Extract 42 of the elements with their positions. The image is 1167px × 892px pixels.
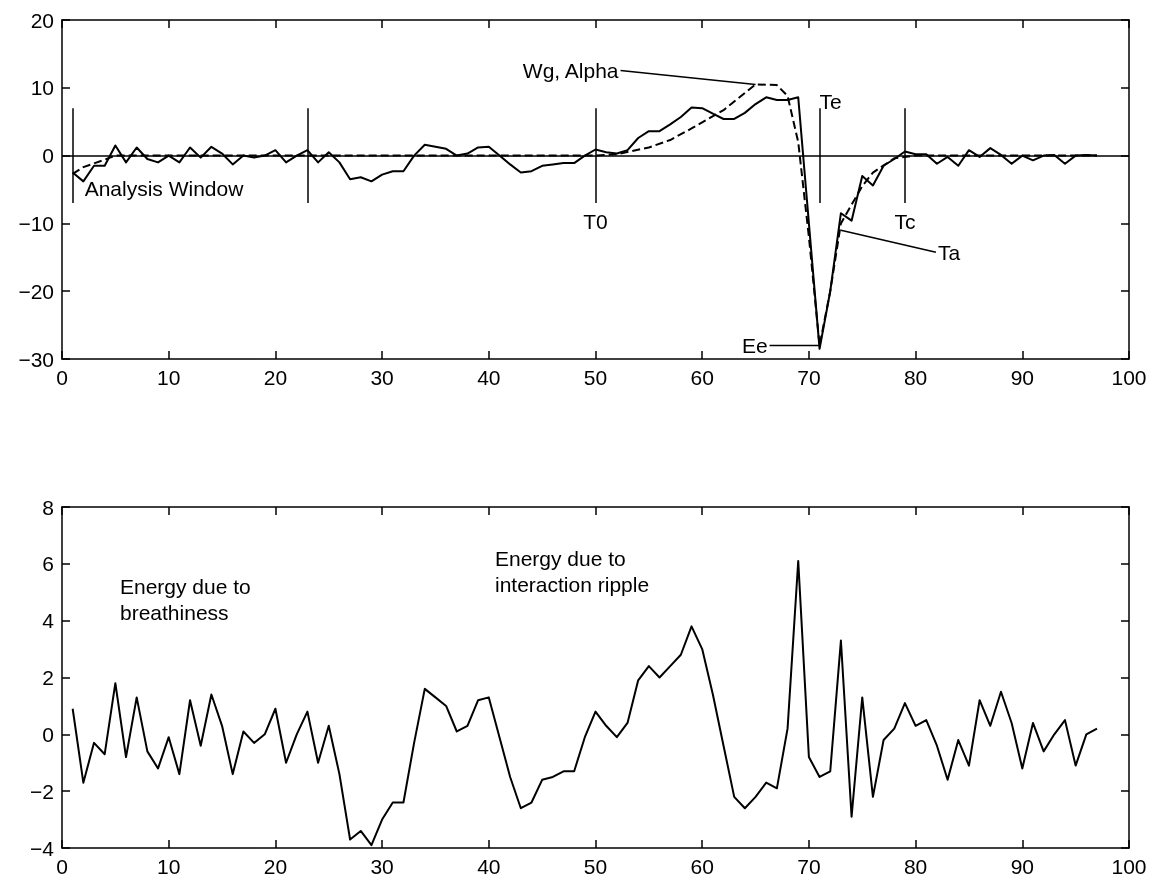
y-tick-label: −10 [18, 211, 54, 235]
y-tick-label: 20 [30, 8, 54, 32]
x-tick-label: 30 [370, 855, 394, 878]
x-tick-label: 100 [1111, 366, 1147, 389]
x-tick-label: 60 [690, 855, 714, 878]
x-tick-label: 80 [903, 855, 928, 878]
y-tick-label: −4 [30, 836, 55, 860]
x-tick-label: 70 [797, 366, 821, 389]
ref-line-label: Te [819, 90, 842, 114]
y-tick-label: 10 [30, 76, 54, 100]
x-tick-label: 10 [157, 366, 181, 389]
y-tick-label: −20 [18, 279, 54, 303]
x-tick-label: 70 [797, 855, 821, 878]
x-tick-label: 30 [370, 366, 394, 389]
annotation: Ee [741, 333, 768, 357]
annotation: Energy due to interaction ripple [495, 546, 650, 596]
x-tick-label: 60 [690, 366, 714, 389]
y-tick-label: 0 [42, 144, 54, 168]
y-tick-label: 6 [42, 552, 54, 576]
y-tick-label: −30 [18, 347, 54, 371]
x-tick-label: 40 [477, 855, 501, 878]
x-tick-label: 20 [263, 855, 288, 878]
ref-line-label: Tc [894, 210, 916, 234]
annotation: Ta [937, 240, 961, 264]
x-tick-label: 90 [1010, 855, 1034, 878]
x-tick-label: 90 [1010, 366, 1034, 389]
y-tick-label: 8 [42, 495, 54, 519]
y-tick-label: 4 [42, 609, 55, 633]
y-tick-label: 2 [42, 666, 54, 689]
x-tick-label: 50 [583, 366, 608, 389]
x-tick-label: 100 [1111, 855, 1147, 878]
x-tick-label: 40 [477, 366, 501, 389]
x-tick-label: 10 [157, 855, 181, 878]
x-tick-label: 80 [903, 366, 928, 389]
annotation: Wg, Alpha [522, 58, 619, 82]
x-tick-label: 50 [583, 855, 608, 878]
y-tick-label: 0 [42, 722, 54, 746]
annotation: Analysis Window [84, 177, 245, 201]
y-tick-label: −2 [30, 779, 54, 803]
annotation: Energy due to breathiness [120, 574, 251, 624]
ref-line-label: T0 [583, 210, 608, 234]
x-tick-label: 20 [263, 366, 288, 389]
